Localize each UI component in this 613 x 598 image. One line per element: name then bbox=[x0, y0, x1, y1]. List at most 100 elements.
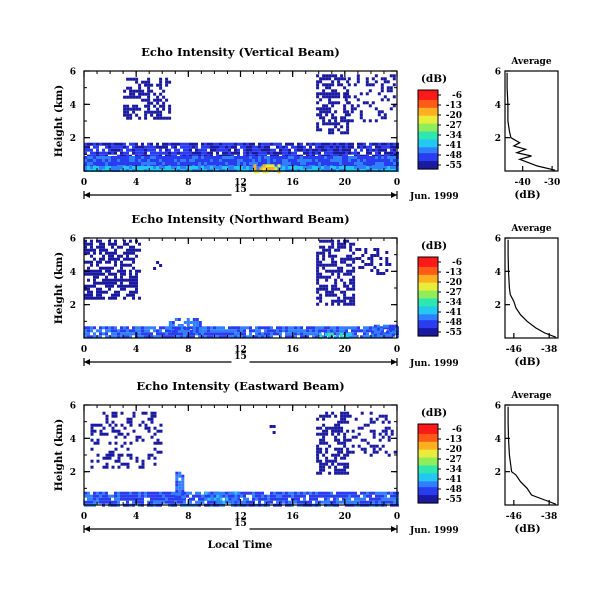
echo-cell bbox=[312, 494, 315, 498]
echo-cell bbox=[303, 329, 306, 333]
echo-cell bbox=[150, 145, 153, 149]
echo-cell bbox=[349, 254, 353, 258]
echo-cell bbox=[334, 95, 338, 99]
echo-cell bbox=[340, 257, 344, 261]
echo-cell bbox=[378, 494, 381, 498]
echo-cell bbox=[333, 159, 336, 162]
echo-cell bbox=[343, 86, 347, 90]
colorbar-frame bbox=[417, 423, 439, 504]
echo-cell bbox=[231, 151, 234, 155]
colorbar-segment bbox=[418, 441, 438, 445]
echo-cell bbox=[129, 162, 132, 165]
echo-cell bbox=[363, 159, 366, 162]
echo-cell bbox=[276, 497, 279, 501]
echo-cell bbox=[105, 156, 108, 159]
echo-cell bbox=[385, 330, 389, 334]
echo-cell bbox=[102, 159, 105, 162]
echo-cell bbox=[347, 95, 351, 99]
echo-cell bbox=[93, 257, 96, 261]
echo-cell bbox=[84, 260, 87, 264]
echo-cell bbox=[324, 142, 327, 146]
echo-cell bbox=[96, 459, 100, 463]
echo-cell bbox=[228, 329, 231, 333]
echo-cell bbox=[174, 142, 177, 146]
echo-cell bbox=[117, 148, 120, 152]
echo-cell bbox=[369, 444, 373, 448]
x-tick-label: 0 bbox=[394, 178, 400, 188]
echo-cell bbox=[234, 148, 237, 152]
echo-cell bbox=[375, 497, 378, 501]
echo-cell bbox=[282, 166, 285, 169]
echo-cell bbox=[322, 119, 326, 123]
echo-cell bbox=[231, 159, 234, 162]
colorbar-segment bbox=[418, 328, 438, 331]
echo-cell bbox=[141, 420, 145, 424]
colorbar-segment bbox=[418, 465, 438, 469]
echo-cell bbox=[373, 266, 377, 269]
echo-cell bbox=[153, 156, 156, 159]
echo-cell bbox=[343, 444, 347, 448]
echo-cell bbox=[171, 497, 174, 501]
echo-cell bbox=[120, 329, 123, 333]
echo-cell bbox=[99, 423, 103, 427]
echo-cell bbox=[132, 166, 135, 169]
date-span-arrow-right bbox=[391, 359, 397, 365]
echo-cell bbox=[120, 287, 123, 291]
echo-cell bbox=[129, 284, 132, 288]
echo-cell bbox=[347, 77, 351, 81]
echo-cell bbox=[261, 151, 264, 155]
echo-cell bbox=[369, 156, 372, 159]
colorbar-segment bbox=[418, 483, 438, 486]
echo-cell bbox=[319, 116, 323, 120]
echo-cell bbox=[234, 151, 237, 155]
echo-cell bbox=[352, 257, 356, 261]
echo-cell bbox=[178, 474, 182, 478]
echo-cell bbox=[114, 290, 117, 294]
echo-cell bbox=[201, 332, 204, 336]
echo-cell bbox=[367, 263, 371, 266]
echo-cell bbox=[300, 142, 303, 146]
echo-cell bbox=[390, 500, 393, 504]
colorbar-segment bbox=[418, 280, 438, 284]
echo-cell bbox=[162, 159, 165, 162]
echo-cell bbox=[369, 429, 373, 433]
echo-cell bbox=[210, 159, 213, 162]
echo-cell bbox=[252, 159, 255, 162]
colorbar-segment bbox=[418, 501, 438, 504]
echo-cell bbox=[328, 254, 332, 258]
echo-cell bbox=[264, 497, 267, 501]
echo-cell bbox=[198, 497, 201, 501]
echo-cell bbox=[150, 156, 153, 159]
echo-cell bbox=[102, 426, 106, 430]
echo-cell bbox=[316, 254, 320, 258]
echo-cell bbox=[351, 494, 354, 498]
echo-cell bbox=[343, 284, 347, 288]
echo-cell bbox=[392, 83, 396, 87]
echo-cell bbox=[147, 166, 150, 169]
echo-cell bbox=[138, 83, 142, 87]
echo-cell bbox=[384, 142, 387, 146]
echo-cell bbox=[303, 166, 306, 169]
echo-cell bbox=[331, 299, 335, 303]
echo-cell bbox=[162, 335, 165, 339]
echo-cell bbox=[231, 329, 234, 333]
echo-cell bbox=[168, 335, 171, 339]
echo-cell bbox=[207, 151, 210, 155]
echo-cell bbox=[359, 110, 363, 114]
echo-cell bbox=[363, 329, 366, 333]
echo-cell bbox=[343, 417, 347, 421]
echo-cell bbox=[331, 293, 335, 297]
echo-cell bbox=[132, 89, 136, 93]
echo-cell bbox=[337, 83, 341, 87]
echo-cell bbox=[393, 491, 396, 495]
echo-cell bbox=[135, 142, 138, 146]
echo-cell bbox=[330, 156, 333, 159]
echo-cell bbox=[132, 284, 135, 288]
echo-cell bbox=[331, 432, 335, 436]
echo-cell bbox=[351, 156, 354, 159]
echo-cell bbox=[129, 456, 133, 460]
echo-cell bbox=[279, 500, 282, 504]
echo-cell bbox=[174, 156, 177, 159]
echo-cell bbox=[360, 491, 363, 495]
echo-cell bbox=[368, 104, 372, 108]
